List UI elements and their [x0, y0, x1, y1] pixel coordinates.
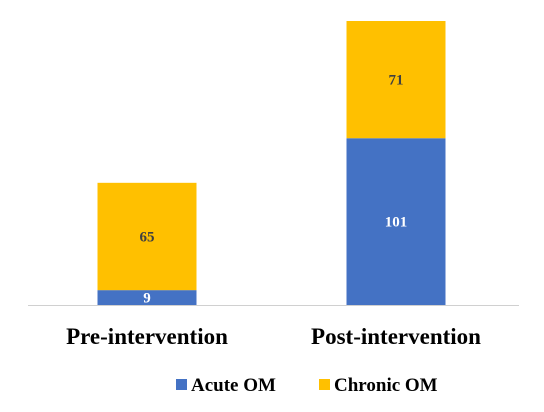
bar-chronic-om-0	[97, 182, 197, 291]
bar-acute-om-1	[346, 138, 446, 305]
legend-swatch-acute-om	[176, 379, 187, 390]
legend-swatch-chronic-om	[319, 379, 330, 390]
legend-label-chronic-om: Chronic OM	[334, 375, 438, 396]
legend-label-acute-om: Acute OM	[191, 375, 276, 396]
bar-chronic-om-1	[346, 21, 446, 139]
data-label-chronic-om-1: 71	[389, 73, 404, 89]
bar-acute-om-0	[97, 290, 197, 305]
data-label-acute-om-1: 101	[385, 215, 408, 231]
data-label-chronic-om-0: 65	[140, 229, 155, 245]
data-label-acute-om-0: 9	[143, 291, 151, 307]
x-tick-label: Pre-intervention	[66, 324, 228, 349]
category-tick-labels: Pre-intervention Post-intervention	[66, 324, 481, 349]
legend: Acute OM Chronic OM	[176, 375, 438, 396]
bars-group: 9 65 101 71	[97, 21, 446, 307]
x-tick-label: Post-intervention	[311, 324, 481, 349]
